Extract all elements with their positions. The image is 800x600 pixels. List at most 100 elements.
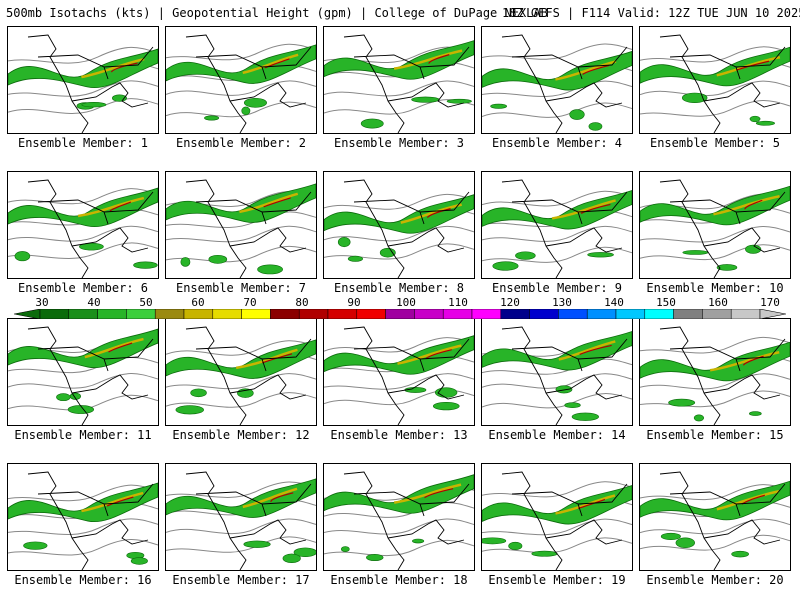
height-contour [482, 190, 632, 207]
jet-stream-band [166, 44, 316, 84]
coastline [27, 471, 154, 570]
height-contour [324, 243, 474, 260]
member-label: Ensemble Member: 12 [172, 428, 310, 442]
jet-max [270, 492, 294, 503]
jet-stream-band [640, 341, 790, 382]
colorbar-label: 40 [87, 296, 101, 309]
map-graphic [482, 326, 632, 425]
colorbar-swatch [68, 309, 98, 319]
jet-core [235, 348, 298, 370]
height-contour [8, 46, 158, 64]
jet-max [428, 54, 450, 64]
isotach-patch [337, 237, 351, 248]
isotach-patch [508, 541, 523, 551]
height-contour [482, 481, 632, 498]
map-panel-16 [7, 463, 159, 571]
coastline [659, 179, 786, 278]
isotach-patch [241, 106, 251, 116]
height-contour [8, 188, 158, 205]
jet-max [263, 197, 291, 208]
isotach-patch [204, 115, 220, 121]
member-label: Ensemble Member: 19 [488, 573, 626, 587]
colorbar-swatch [126, 309, 156, 319]
map-panel-14 [481, 318, 633, 426]
jet-max [578, 498, 606, 510]
jet-stream-band [324, 40, 474, 80]
title-left: 500mb Isotachs (kts) | Geopotential Heig… [6, 6, 548, 20]
coastline [501, 471, 628, 570]
jet-stream-band [324, 474, 474, 514]
jet-core [84, 337, 144, 359]
map-panel-19 [481, 463, 633, 571]
map-panel-5 [639, 26, 791, 134]
coastline [185, 471, 312, 570]
colorbar-swatch [385, 309, 415, 319]
map-graphic [166, 179, 316, 278]
member-label: Ensemble Member: 14 [488, 428, 626, 442]
map-graphic [482, 179, 632, 278]
colorbar-swatch [414, 309, 444, 319]
member-label: Ensemble Member: 10 [646, 281, 784, 295]
colorbar-swatch [298, 309, 329, 319]
isotach-patch [14, 251, 31, 262]
jet-stream-band [8, 328, 158, 369]
jet-stream-band [166, 183, 316, 223]
colorbar-label: 160 [708, 296, 728, 309]
map-panel-4 [481, 26, 633, 134]
isotach-patch [432, 401, 460, 411]
height-contour [324, 225, 474, 242]
isotach-patch [693, 414, 705, 422]
height-contour [8, 394, 158, 411]
map-panel-2 [165, 26, 317, 134]
jet-stream-band [8, 187, 158, 228]
coastline [659, 326, 786, 425]
colorbar-swatch [154, 309, 185, 319]
isotach-patch [492, 261, 519, 271]
map-panel-13 [323, 318, 475, 426]
title-right: 18Z GEFS | F114 Valid: 12Z TUE JUN 10 20… [502, 6, 800, 20]
colorbar-label: 140 [604, 296, 624, 309]
isotach-patch [490, 103, 508, 109]
isotach-patch [755, 120, 775, 126]
isotach-patch [446, 98, 472, 104]
isotach-patch [208, 254, 228, 264]
isotach-patch [379, 247, 396, 258]
jet-core [716, 56, 781, 77]
jet-stream-band [166, 339, 316, 379]
jet-core [555, 60, 617, 81]
isotach-patch [660, 532, 681, 541]
coastline [27, 326, 154, 425]
map-graphic [640, 179, 790, 278]
member-label: Ensemble Member: 4 [491, 136, 623, 150]
isotach-patch [293, 547, 316, 557]
member-label: Ensemble Member: 3 [333, 136, 465, 150]
isotach-patch [23, 541, 48, 550]
isotach-patch [130, 557, 148, 565]
colorbar-swatch [673, 309, 703, 319]
isotach-patch [190, 388, 207, 398]
jet-stream-band [324, 335, 474, 375]
coastline [659, 34, 786, 133]
jet-core [716, 490, 780, 511]
isotach-patch [531, 550, 558, 557]
height-contour [8, 484, 158, 502]
colorbar-swatch [356, 309, 386, 319]
coastline [27, 179, 154, 278]
coastline [501, 34, 628, 133]
jet-max [108, 342, 133, 353]
height-contour [482, 393, 632, 409]
jet-core [555, 494, 616, 515]
height-contour [640, 390, 790, 408]
jet-stream-band [482, 485, 632, 525]
isotach-patch [360, 118, 384, 129]
colorbar-swatch [471, 309, 502, 319]
height-contour [482, 80, 632, 98]
height-contour [324, 373, 474, 390]
jet-core [713, 195, 780, 216]
colorbar-label: 100 [396, 296, 416, 309]
isotach-patch [411, 96, 440, 103]
isotach-patch [243, 540, 271, 548]
isotach-patch [175, 405, 204, 415]
jet-stream-band [8, 48, 158, 89]
jet-core [81, 491, 144, 513]
